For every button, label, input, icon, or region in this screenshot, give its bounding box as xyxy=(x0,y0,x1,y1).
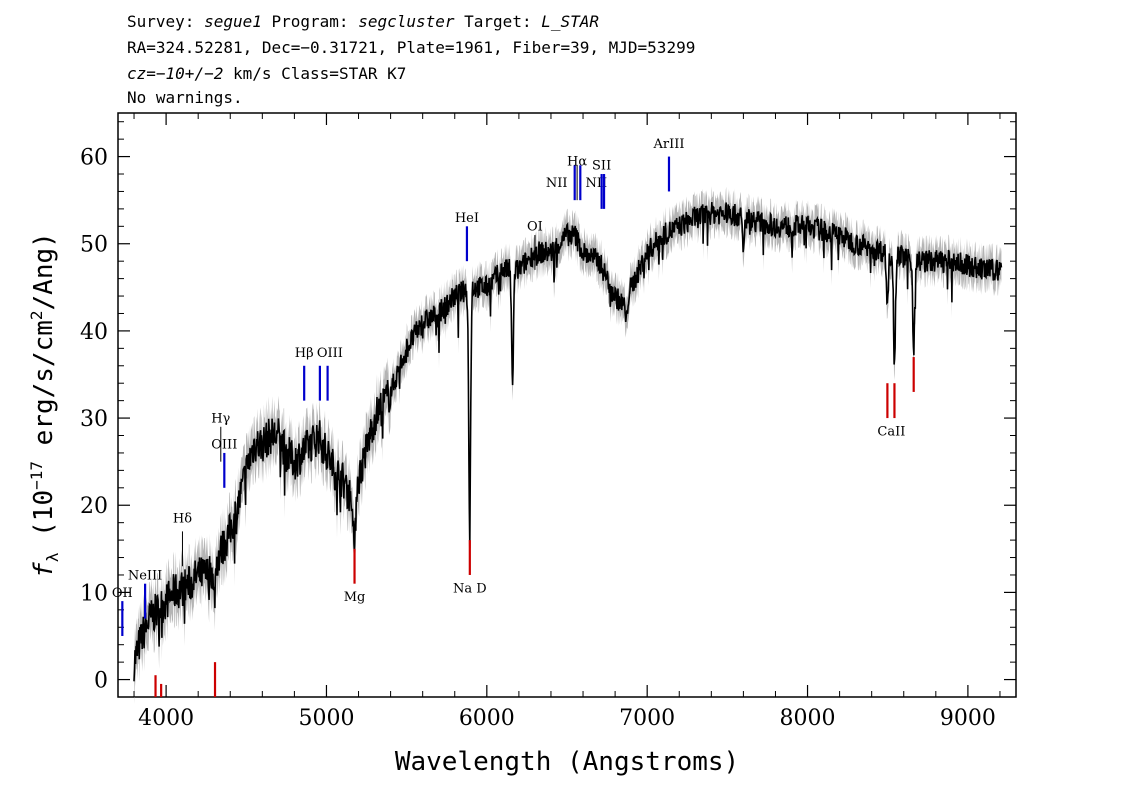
emission-line-label: HeI xyxy=(455,211,479,226)
flux-line xyxy=(133,202,1003,682)
y-tick-label: 20 xyxy=(80,494,108,519)
flux-error-band xyxy=(134,186,1002,704)
header-line-redshift: cz=−10+/−2 km/s Class=STAR K7 xyxy=(127,64,406,83)
emission-line-label: OIII xyxy=(317,346,343,361)
emission-line-label: NeIII xyxy=(128,568,162,583)
x-tick-label: 7000 xyxy=(619,706,675,731)
absorption-line-label: CaII xyxy=(877,425,905,440)
x-tick-label: 5000 xyxy=(298,706,354,731)
y-tick-label: 0 xyxy=(94,669,108,694)
absorption-line-label: Mg xyxy=(344,590,366,605)
plot-frame xyxy=(117,112,1017,698)
header-line-survey: Survey: segue1 Program: segcluster Targe… xyxy=(127,12,599,31)
y-tick-label: 30 xyxy=(80,407,108,432)
x-tick-label: 8000 xyxy=(780,706,836,731)
y-tick-label: 60 xyxy=(80,146,108,171)
emission-line-label: OII xyxy=(112,586,133,601)
x-tick-label: 4000 xyxy=(138,706,194,731)
emission-line-label: Hγ xyxy=(211,411,230,426)
flux-error-area xyxy=(134,186,1002,704)
x-tick-label: 9000 xyxy=(940,706,996,731)
emission-line-label: OI xyxy=(527,220,543,235)
y-tick-label: 10 xyxy=(80,581,108,606)
emission-line-label: NII xyxy=(546,176,568,191)
y-tick-label: 40 xyxy=(80,320,108,345)
emission-line-label: Hβ xyxy=(295,346,314,361)
y-axis-label: fλ (10−17 erg/s/cm2/Ang) xyxy=(27,232,62,578)
emission-line-label: SII xyxy=(592,159,611,174)
emission-line-label: Hα xyxy=(567,154,587,169)
axis-ticks: 4000 5000 6000 7000 8000 9000 0 10 20 30 40 50 60 xyxy=(80,113,1016,731)
header-line-coordinates: RA=324.52281, Dec=−0.31721, Plate=1961, … xyxy=(127,38,695,57)
emission-line-label: Hδ xyxy=(173,512,192,527)
x-axis-label: Wavelength (Angstroms) xyxy=(395,747,739,777)
header-line-warnings: No warnings. xyxy=(127,88,243,107)
absorption-line-label: Na D xyxy=(453,581,487,596)
emission-line-label: ArIII xyxy=(652,137,684,152)
emission-line-label: OIII xyxy=(211,438,237,453)
flux-series xyxy=(133,202,1003,682)
x-tick-label: 6000 xyxy=(459,706,515,731)
y-tick-label: 50 xyxy=(80,233,108,258)
